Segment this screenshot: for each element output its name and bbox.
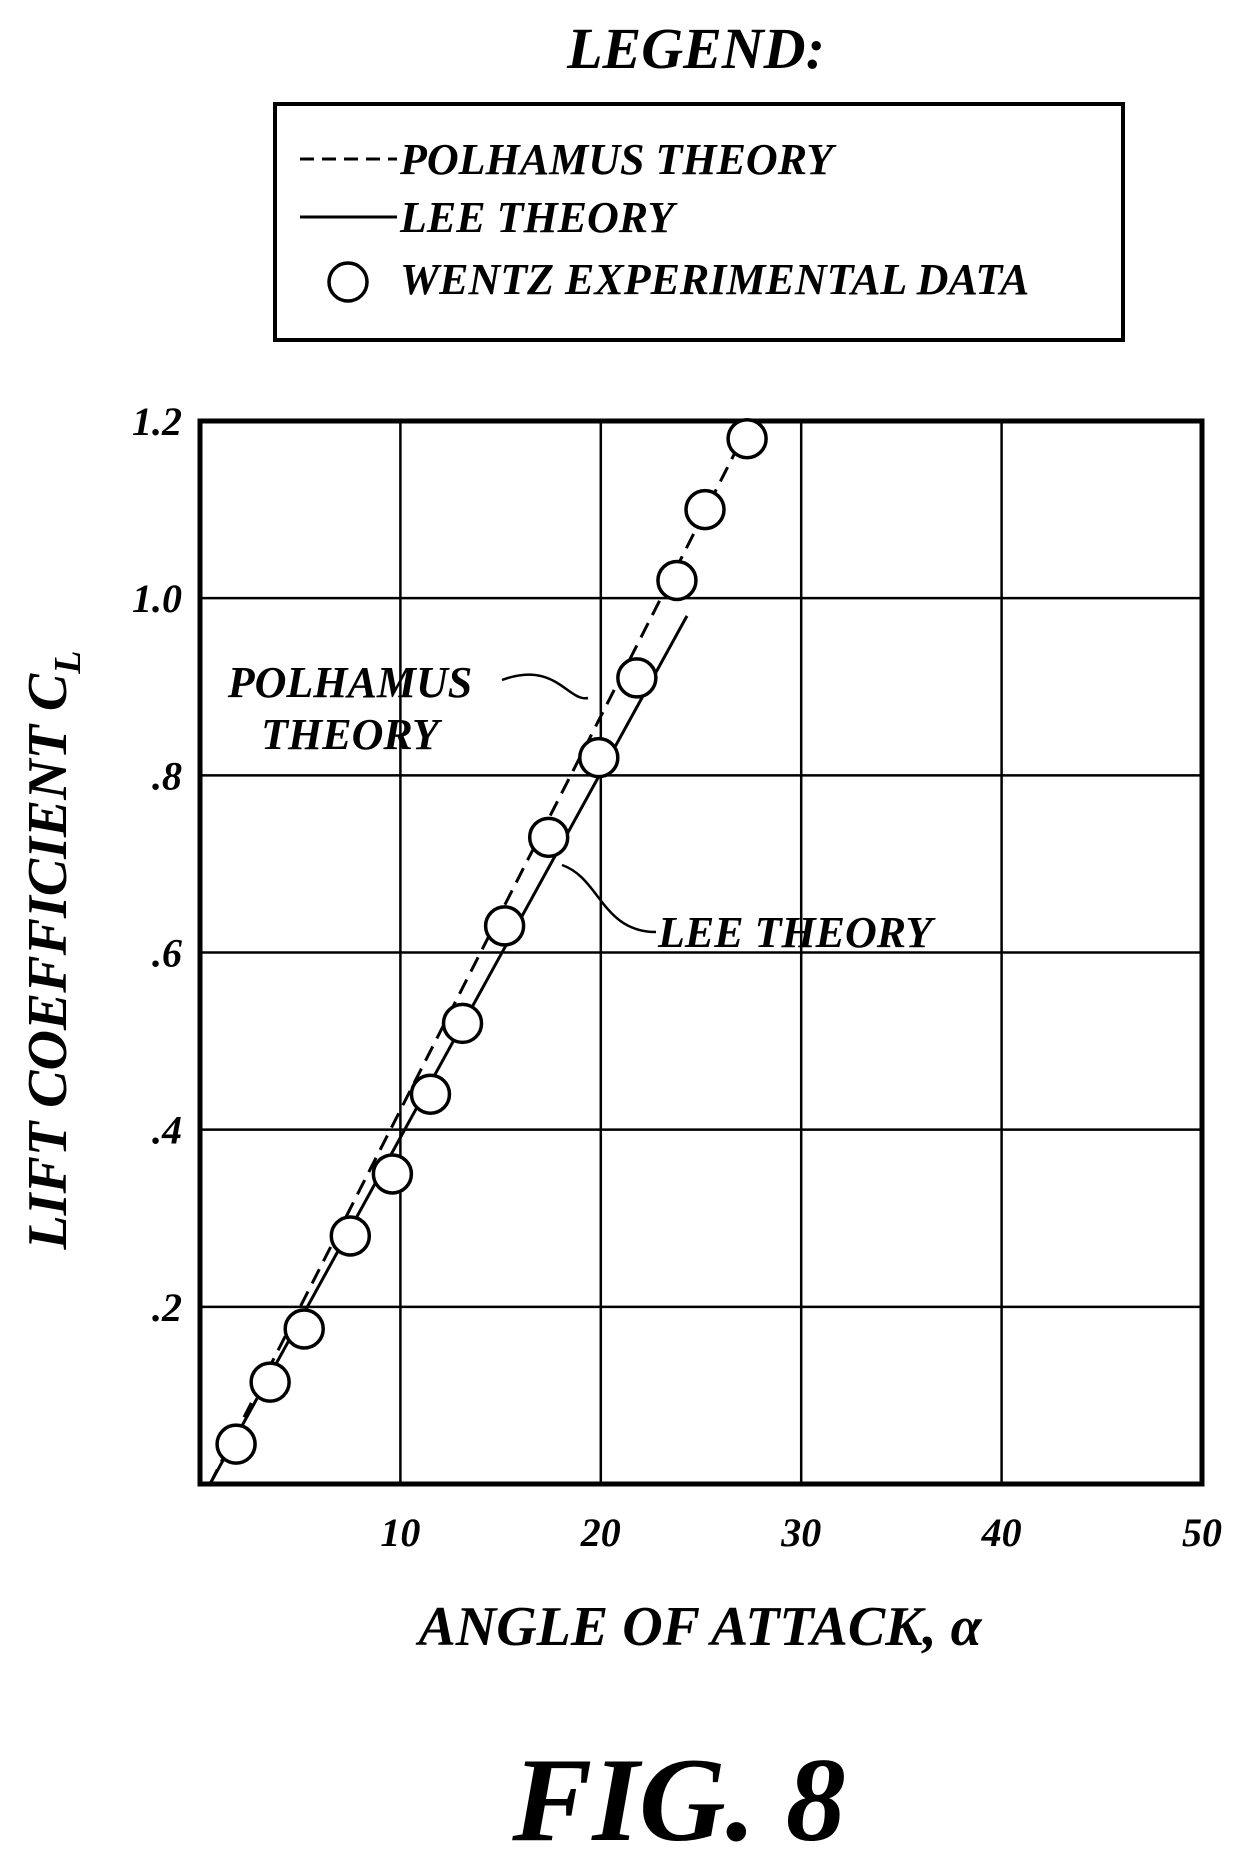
y-axis-title-subscript: L (47, 651, 89, 675)
tick-labels: 10 20 30 40 50 .2 .4 .6 .8 1.0 1.2 (132, 399, 1222, 1555)
x-tick-label: 30 (780, 1510, 821, 1555)
data-point (371, 1153, 414, 1195)
chart-grid (200, 421, 1202, 1484)
data-point (616, 657, 658, 699)
legend-label-polhamus: POLHAMUS THEORY (399, 135, 837, 184)
data-point (329, 1215, 372, 1257)
data-point (441, 1002, 484, 1045)
x-tick-label: 50 (1182, 1510, 1222, 1555)
y-axis-title: LIFT COEFFICIENT CL (17, 651, 89, 1251)
data-point (249, 1361, 291, 1403)
data-point (726, 417, 768, 460)
x-axis-title: ANGLE OF ATTACK, α (415, 1596, 982, 1658)
x-tick-label: 20 (580, 1510, 621, 1555)
data-point (656, 559, 698, 602)
y-tick-label: 1.0 (132, 576, 182, 621)
y-tick-label: 1.2 (132, 399, 182, 444)
figure-label: FIG. 8 (511, 1733, 845, 1866)
data-point (283, 1308, 325, 1350)
data-markers (215, 417, 768, 1465)
y-tick-label: .2 (152, 1285, 182, 1330)
y-axis-title-main: LIFT COEFFICIENT C (17, 673, 79, 1250)
legend-label-wentz: WENTZ EXPERIMENTAL DATA (400, 255, 1029, 304)
data-point (684, 488, 726, 531)
data-point (527, 816, 570, 859)
polhamus-leader (501, 673, 589, 700)
annotations: POLHAMUS THEORY LEE THEORY (227, 658, 937, 957)
x-tick-label: 40 (981, 1510, 1022, 1555)
data-point (483, 905, 526, 947)
x-tick-label: 10 (380, 1510, 420, 1555)
legend-title: LEGEND: (566, 16, 825, 81)
data-point (409, 1073, 452, 1115)
annotation-line: THEORY (261, 710, 443, 759)
y-tick-label: .6 (152, 931, 182, 976)
annotation-line: POLHAMUS (227, 658, 472, 707)
legend-box (273, 102, 1125, 342)
data-point (578, 736, 620, 779)
y-tick-label: .8 (152, 753, 182, 798)
legend-label-lee: LEE THEORY (399, 193, 678, 242)
plot-area-border (197, 418, 1205, 1487)
annotation-polhamus: POLHAMUS THEORY (227, 658, 472, 759)
data-point (215, 1423, 257, 1465)
y-tick-label: .4 (152, 1108, 182, 1153)
legend-circle-marker (327, 261, 369, 303)
lee-leader (561, 863, 657, 934)
annotation-lee: LEE THEORY (657, 908, 936, 957)
